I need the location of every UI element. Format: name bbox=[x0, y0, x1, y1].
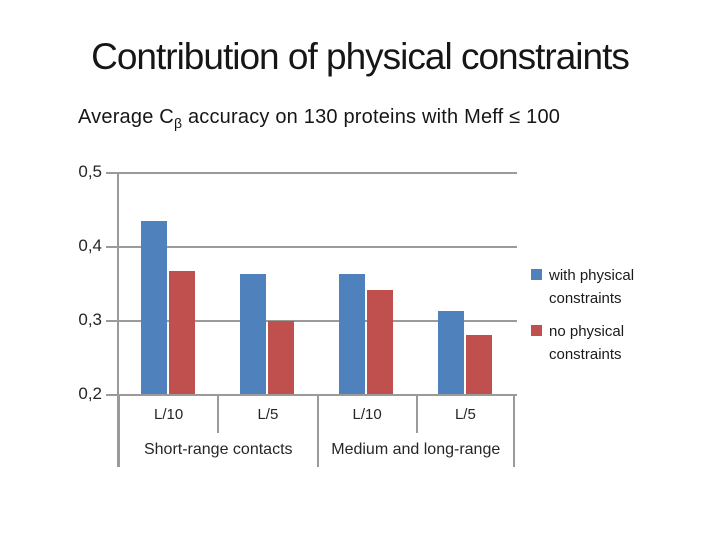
legend-swatch-icon bbox=[531, 325, 542, 336]
legend-label: with physical constraints bbox=[549, 267, 635, 307]
category-label-cell: L/5 bbox=[415, 395, 515, 433]
legend-item: no physical constraints bbox=[531, 320, 665, 366]
bar-with-physical-constraints bbox=[239, 273, 266, 394]
y-axis-tick-label: 0,5 bbox=[78, 162, 102, 181]
bar-no-physical-constraints bbox=[267, 321, 294, 394]
category-label-cell: L/10 bbox=[118, 395, 217, 433]
y-axis-tick-label: 0,3 bbox=[78, 310, 102, 329]
chart-subtitle: Average Cβ accuracy on 130 proteins with… bbox=[78, 106, 561, 131]
subtitle-subscript-beta: β bbox=[173, 115, 183, 131]
chart-gridline bbox=[106, 172, 517, 174]
chart-gridline bbox=[106, 394, 517, 396]
y-axis-tick-label: 0,2 bbox=[78, 384, 102, 403]
bar-with-physical-constraints bbox=[339, 273, 366, 394]
bar-no-physical-constraints bbox=[466, 335, 493, 394]
legend-item: with physical constraints bbox=[531, 264, 665, 310]
slide-title: Contribution of physical constraints bbox=[91, 36, 630, 77]
legend-swatch-icon bbox=[531, 269, 542, 280]
bar-no-physical-constraints bbox=[168, 271, 195, 394]
chart-gridline bbox=[106, 320, 517, 322]
bar-with-physical-constraints bbox=[140, 221, 167, 394]
legend-label: no physical constraints bbox=[549, 323, 625, 363]
group-label-cell: Short-range contacts bbox=[118, 433, 317, 467]
bar-with-physical-constraints bbox=[438, 311, 465, 394]
bar-no-physical-constraints bbox=[367, 289, 394, 394]
chart-legend: with physical constraints no physical con… bbox=[531, 264, 665, 376]
category-label-cell: L/5 bbox=[217, 395, 316, 433]
subtitle-suffix: accuracy on 130 proteins with Meff ≤ 100 bbox=[182, 106, 561, 128]
group-label-cell: Medium and long-range bbox=[316, 433, 515, 467]
chart-y-axis bbox=[117, 172, 119, 467]
category-label-cell: L/10 bbox=[316, 395, 416, 433]
subtitle-prefix: Average C bbox=[78, 106, 174, 128]
y-axis-tick-label: 0,4 bbox=[78, 236, 102, 255]
chart-gridline bbox=[106, 246, 517, 248]
